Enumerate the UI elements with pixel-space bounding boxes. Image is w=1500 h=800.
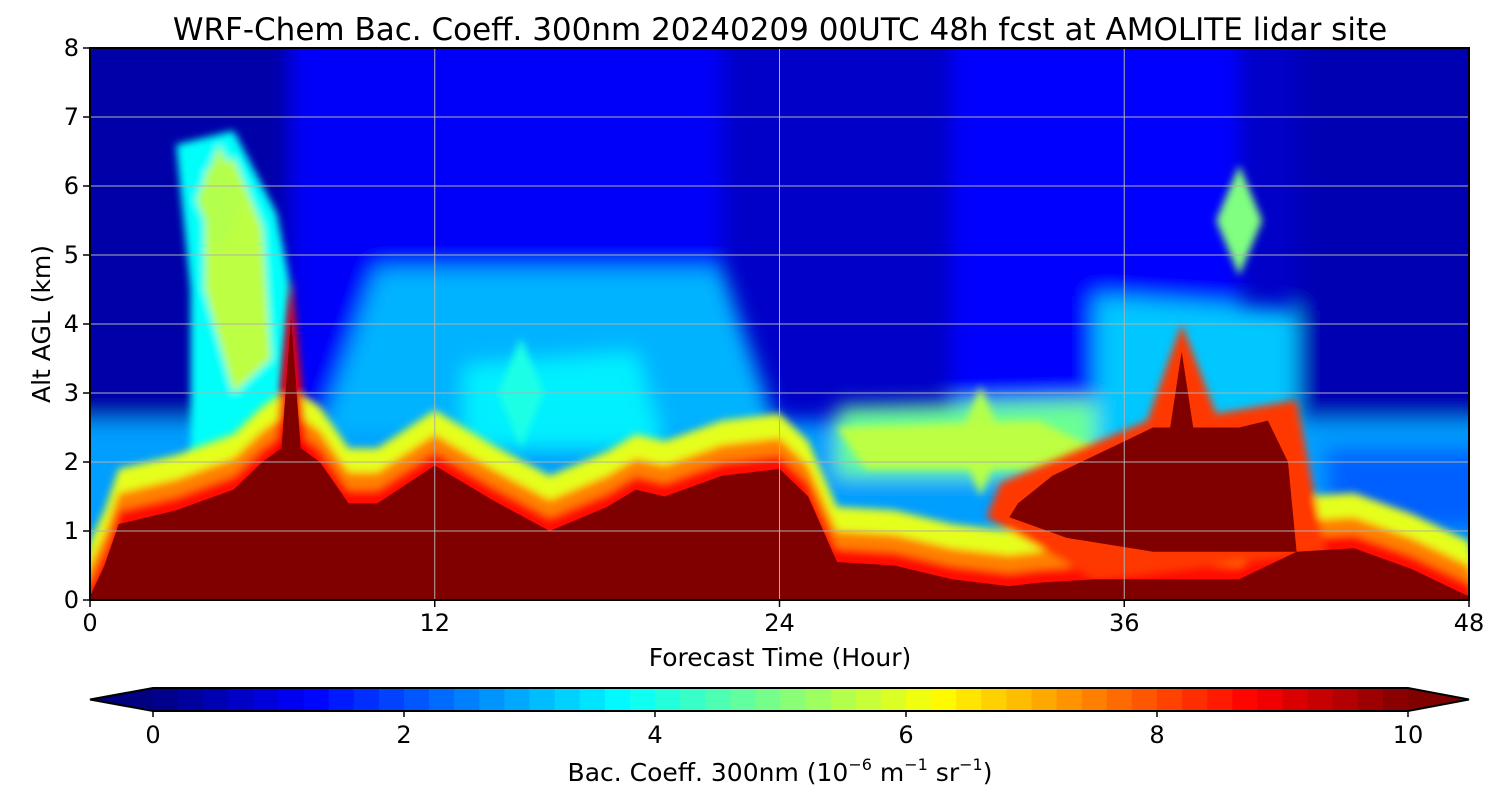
x-axis-ticks: 0 12 24 36 48 <box>82 600 1484 637</box>
colorbar-ticks: 0 2 4 6 8 10 <box>145 711 1423 749</box>
mid-cyan-core <box>463 351 665 449</box>
colorbar-segment <box>956 688 982 711</box>
colorbar-label-exp1: −6 <box>848 755 872 774</box>
colorbar-tick-label: 2 <box>396 721 411 749</box>
colorbar-segment <box>429 688 455 711</box>
colorbar-segment <box>278 688 305 711</box>
colorbar-tick-label: 4 <box>647 721 662 749</box>
colorbar-segment <box>454 688 480 711</box>
grid-lines <box>90 48 1469 600</box>
colorbar-segment <box>1232 688 1258 711</box>
colorbar-extend-high <box>1408 688 1469 711</box>
colorbar-segment <box>705 688 731 711</box>
colorbar-segment <box>1332 688 1359 711</box>
colorbar-tick-label: 8 <box>1149 721 1164 749</box>
colorbar-segment <box>353 688 380 711</box>
colorbar-tick-label: 0 <box>145 721 160 749</box>
colorbar-segment <box>1257 688 1284 711</box>
colorbar-segment <box>303 688 330 711</box>
colorbar-segment <box>178 688 204 711</box>
colorbar-segment <box>203 688 229 711</box>
colorbar-label-end: ) <box>983 758 993 787</box>
upper-right-dark-region <box>1296 48 1469 462</box>
colorbar-segment <box>629 688 656 711</box>
colorbar-segment <box>504 688 531 711</box>
elevated-saturated-layer <box>1009 420 1297 552</box>
colorbar-segment <box>805 688 832 711</box>
colorbar-segment <box>253 688 280 711</box>
y-tick-label: 1 <box>64 517 79 545</box>
colorbar-segment <box>906 688 932 711</box>
colorbar-tick-label: 6 <box>898 721 913 749</box>
colorbar-segment <box>1106 688 1133 711</box>
x-tick-label: 24 <box>764 609 795 637</box>
green-layer-core <box>837 420 1096 469</box>
x-tick-label: 0 <box>82 609 97 637</box>
colorbar-label-exp3: −1 <box>959 755 983 774</box>
colorbar-segment <box>1081 688 1108 711</box>
colorbar-segment <box>328 688 355 711</box>
colorbar-label-mid2: sr <box>928 758 960 787</box>
colorbar-segment <box>981 688 1007 711</box>
y-tick-label: 4 <box>64 310 79 338</box>
colorbar-segment <box>655 688 681 711</box>
colorbar-segment <box>780 688 807 711</box>
colorbar-label-exp2: −1 <box>904 755 928 774</box>
chart-title: WRF-Chem Bac. Coeff. 300nm 20240209 00UT… <box>173 12 1387 48</box>
plot-area <box>90 48 1469 600</box>
y-tick-label: 5 <box>64 241 79 269</box>
colorbar-segment <box>1131 688 1158 711</box>
colorbar-segment <box>1207 688 1233 711</box>
colorbar-segment <box>404 688 430 711</box>
plume-hour7-core <box>281 317 302 456</box>
colorbar-segment <box>1382 688 1409 711</box>
feature-shading <box>176 130 1263 497</box>
colorbar-extend-low <box>90 688 153 711</box>
y-axis-label: Alt AGL (km) <box>27 245 56 403</box>
colorbar-segment <box>830 688 857 711</box>
colorbar-segment <box>880 688 907 711</box>
colorbar-segment <box>579 688 606 711</box>
colorbar-segment <box>479 688 505 711</box>
colorbar-segment <box>604 688 631 711</box>
mid-level-feature-0 <box>196 144 243 255</box>
colorbar-segment <box>228 688 254 711</box>
mid-level-feature-3 <box>1216 165 1263 276</box>
colorbar-segment <box>554 688 581 711</box>
colorbar-label-main: Bac. Coeff. 300nm (10 <box>568 758 849 787</box>
x-tick-label: 12 <box>419 609 450 637</box>
y-tick-label: 2 <box>64 448 79 476</box>
colorbar-segment <box>680 688 706 711</box>
y-tick-label: 8 <box>64 34 79 62</box>
colorbar-segment <box>378 688 405 711</box>
colorbar-segment <box>1282 688 1309 711</box>
colorbar-segment <box>529 688 556 711</box>
colorbar-segment <box>1056 688 1083 711</box>
x-tick-label: 36 <box>1109 609 1140 637</box>
colorbar-label-mid: m <box>872 758 904 787</box>
colorbar-segment <box>1031 688 1058 711</box>
colorbar-segment <box>1307 688 1334 711</box>
y-tick-label: 7 <box>64 103 79 131</box>
colorbar-segment <box>931 688 957 711</box>
x-tick-label: 48 <box>1454 609 1485 637</box>
y-axis-ticks: 0 1 2 3 4 5 6 7 8 <box>64 34 90 614</box>
colorbar <box>89 687 1470 712</box>
colorbar-label: Bac. Coeff. 300nm (10−6 m−1 sr−1) <box>568 755 993 787</box>
y-tick-label: 3 <box>64 379 79 407</box>
y-tick-label: 0 <box>64 586 79 614</box>
colorbar-segment <box>1357 688 1384 711</box>
x-axis-label: Forecast Time (Hour) <box>649 643 912 672</box>
colorbar-segment <box>1182 688 1208 711</box>
colorbar-segment <box>755 688 782 711</box>
elevated-layer-peak <box>1170 351 1194 428</box>
colorbar-segment <box>1157 688 1183 711</box>
colorbar-tick-label: 10 <box>1393 721 1424 749</box>
colorbar-segment <box>855 688 882 711</box>
y-tick-label: 6 <box>64 172 79 200</box>
colorbar-segment <box>1006 688 1033 711</box>
colorbar-segment <box>730 688 756 711</box>
colorbar-segment <box>153 688 179 711</box>
